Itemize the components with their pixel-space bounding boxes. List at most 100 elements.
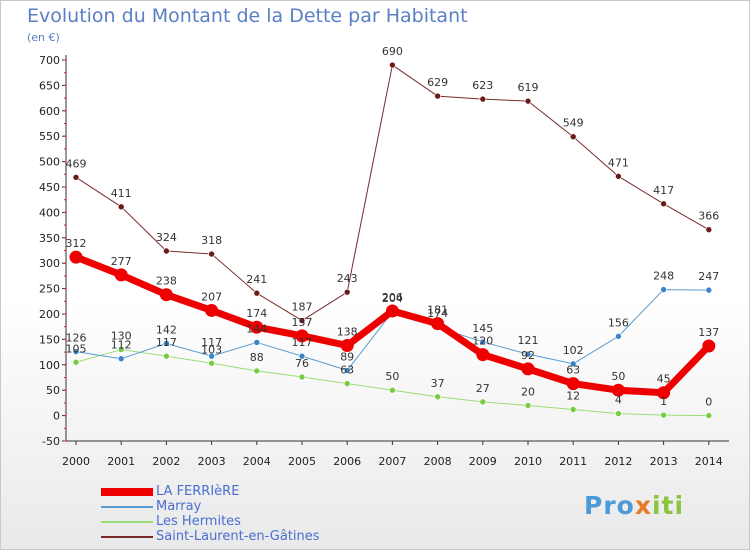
legend-label: LA FERRIèRE <box>156 484 240 499</box>
data-point-la-ferriere <box>69 250 83 264</box>
x-tick-label: 2006 <box>333 455 361 468</box>
y-tick-label: 650 <box>39 79 60 92</box>
data-label-saint-laurent-en-gatines: 549 <box>563 117 584 130</box>
data-label-les-hermites: 37 <box>431 377 445 390</box>
data-point-saint-laurent-en-gatines <box>434 92 441 100</box>
data-label-saint-laurent-en-gatines: 619 <box>518 81 539 94</box>
data-point-saint-laurent-en-gatines <box>343 288 351 296</box>
y-tick-label: 200 <box>39 308 60 321</box>
y-tick-label: 450 <box>39 181 60 194</box>
legend-swatch-saint-laurent <box>101 536 153 538</box>
data-point-saint-laurent-en-gatines <box>298 317 306 324</box>
data-point-marray <box>72 348 80 355</box>
data-label-saint-laurent-en-gatines: 187 <box>292 301 313 314</box>
data-label-les-hermites: 0 <box>705 396 712 409</box>
data-point-marray <box>253 339 261 346</box>
data-point-les-hermites <box>434 393 441 401</box>
x-tick-label: 2005 <box>288 455 316 468</box>
data-point-marray <box>615 333 622 340</box>
data-label-les-hermites: 4 <box>615 394 622 407</box>
x-tick-label: 2013 <box>650 455 678 468</box>
x-tick-label: 2004 <box>243 455 271 468</box>
data-label-la-ferriere: 120 <box>472 335 493 348</box>
data-point-saint-laurent-en-gatines <box>660 200 667 208</box>
data-point-la-ferriere <box>431 317 445 331</box>
x-tick-label: 2010 <box>514 455 542 468</box>
data-point-les-hermites <box>343 380 351 387</box>
y-tick-label: 500 <box>39 156 60 169</box>
legend-item-les-hermites[interactable]: Les Hermites <box>101 514 401 529</box>
data-label-marray: 89 <box>340 350 354 363</box>
x-tick-label: 2014 <box>695 455 723 468</box>
data-point-les-hermites <box>660 411 667 419</box>
y-tick-label: 400 <box>39 206 60 219</box>
data-point-la-ferriere <box>159 288 173 302</box>
data-point-la-ferriere <box>205 303 219 317</box>
legend-item-marray[interactable]: Marray <box>101 499 401 514</box>
data-label-marray: 247 <box>698 270 719 283</box>
data-point-les-hermites <box>569 406 577 413</box>
data-point-saint-laurent-en-gatines <box>524 97 532 105</box>
data-point-marray <box>298 352 306 360</box>
y-tick-label: 150 <box>39 333 60 346</box>
legend-item-saint-laurent[interactable]: Saint-Laurent-en-Gâtines <box>101 529 401 544</box>
data-label-les-hermites: 105 <box>66 342 87 355</box>
y-tick-label: 700 <box>39 54 60 67</box>
y-tick-label: 250 <box>39 283 60 296</box>
data-label-la-ferriere: 174 <box>246 307 267 320</box>
data-label-marray: 126 <box>66 332 87 345</box>
data-label-marray: 117 <box>201 336 222 349</box>
data-label-les-hermites: 20 <box>521 385 535 398</box>
data-label-saint-laurent-en-gatines: 471 <box>608 156 629 169</box>
data-label-la-ferriere: 277 <box>111 255 132 268</box>
y-tick-label: 600 <box>39 105 60 118</box>
data-label-la-ferriere: 312 <box>66 237 87 250</box>
x-tick-label: 2000 <box>62 455 90 468</box>
data-point-la-ferriere <box>657 386 671 400</box>
data-label-les-hermites: 117 <box>156 336 177 349</box>
data-label-saint-laurent-en-gatines: 469 <box>66 157 87 170</box>
x-tick-label: 2009 <box>469 455 497 468</box>
data-point-saint-laurent-en-gatines <box>479 95 487 103</box>
proxiti-logo: Proxiti <box>584 491 685 520</box>
data-label-la-ferriere: 138 <box>337 325 358 338</box>
data-label-les-hermites: 27 <box>476 382 490 395</box>
data-label-les-hermites: 130 <box>111 330 132 343</box>
data-label-la-ferriere: 63 <box>566 364 580 377</box>
data-point-les-hermites <box>298 373 306 381</box>
data-label-marray: 145 <box>472 322 493 335</box>
data-label-les-hermites: 103 <box>201 343 222 356</box>
data-point-marray <box>569 360 577 368</box>
data-label-les-hermites: 1 <box>660 395 667 408</box>
data-label-la-ferriere: 92 <box>521 349 535 362</box>
legend-swatch-la-ferriere <box>101 488 153 496</box>
data-label-la-ferriere: 157 <box>292 316 313 329</box>
data-point-les-hermites <box>479 398 487 406</box>
x-tick-label: 2002 <box>152 455 180 468</box>
x-tick-label: 2011 <box>559 455 587 468</box>
data-label-marray: 204 <box>382 292 403 305</box>
data-label-saint-laurent-en-gatines: 623 <box>472 79 493 92</box>
data-point-la-ferriere <box>250 320 264 334</box>
legend-item-la-ferriere[interactable]: LA FERRIèRE <box>101 484 401 499</box>
data-point-marray <box>163 340 170 347</box>
data-point-marray <box>479 338 487 346</box>
data-label-marray: 102 <box>563 344 584 357</box>
y-tick-label: 350 <box>39 232 60 245</box>
data-point-la-ferriere <box>702 339 716 353</box>
data-point-saint-laurent-en-gatines <box>208 250 215 258</box>
data-label-saint-laurent-en-gatines: 366 <box>698 210 719 223</box>
x-tick-label: 2001 <box>107 455 135 468</box>
legend-label: Les Hermites <box>156 514 241 529</box>
data-label-marray: 174 <box>427 307 448 320</box>
data-point-saint-laurent-en-gatines <box>253 289 261 297</box>
data-label-la-ferriere: 206 <box>382 291 403 304</box>
line-chart: -500501001502002503003504004505005506006… <box>39 45 729 468</box>
data-point-les-hermites <box>524 402 532 409</box>
data-label-la-ferriere: 137 <box>698 326 719 339</box>
y-tick-label: 300 <box>39 257 60 270</box>
unit-label: (en €) <box>27 31 60 44</box>
data-point-saint-laurent-en-gatines <box>569 133 577 141</box>
legend-label: Marray <box>156 499 202 514</box>
data-point-les-hermites <box>389 386 396 394</box>
